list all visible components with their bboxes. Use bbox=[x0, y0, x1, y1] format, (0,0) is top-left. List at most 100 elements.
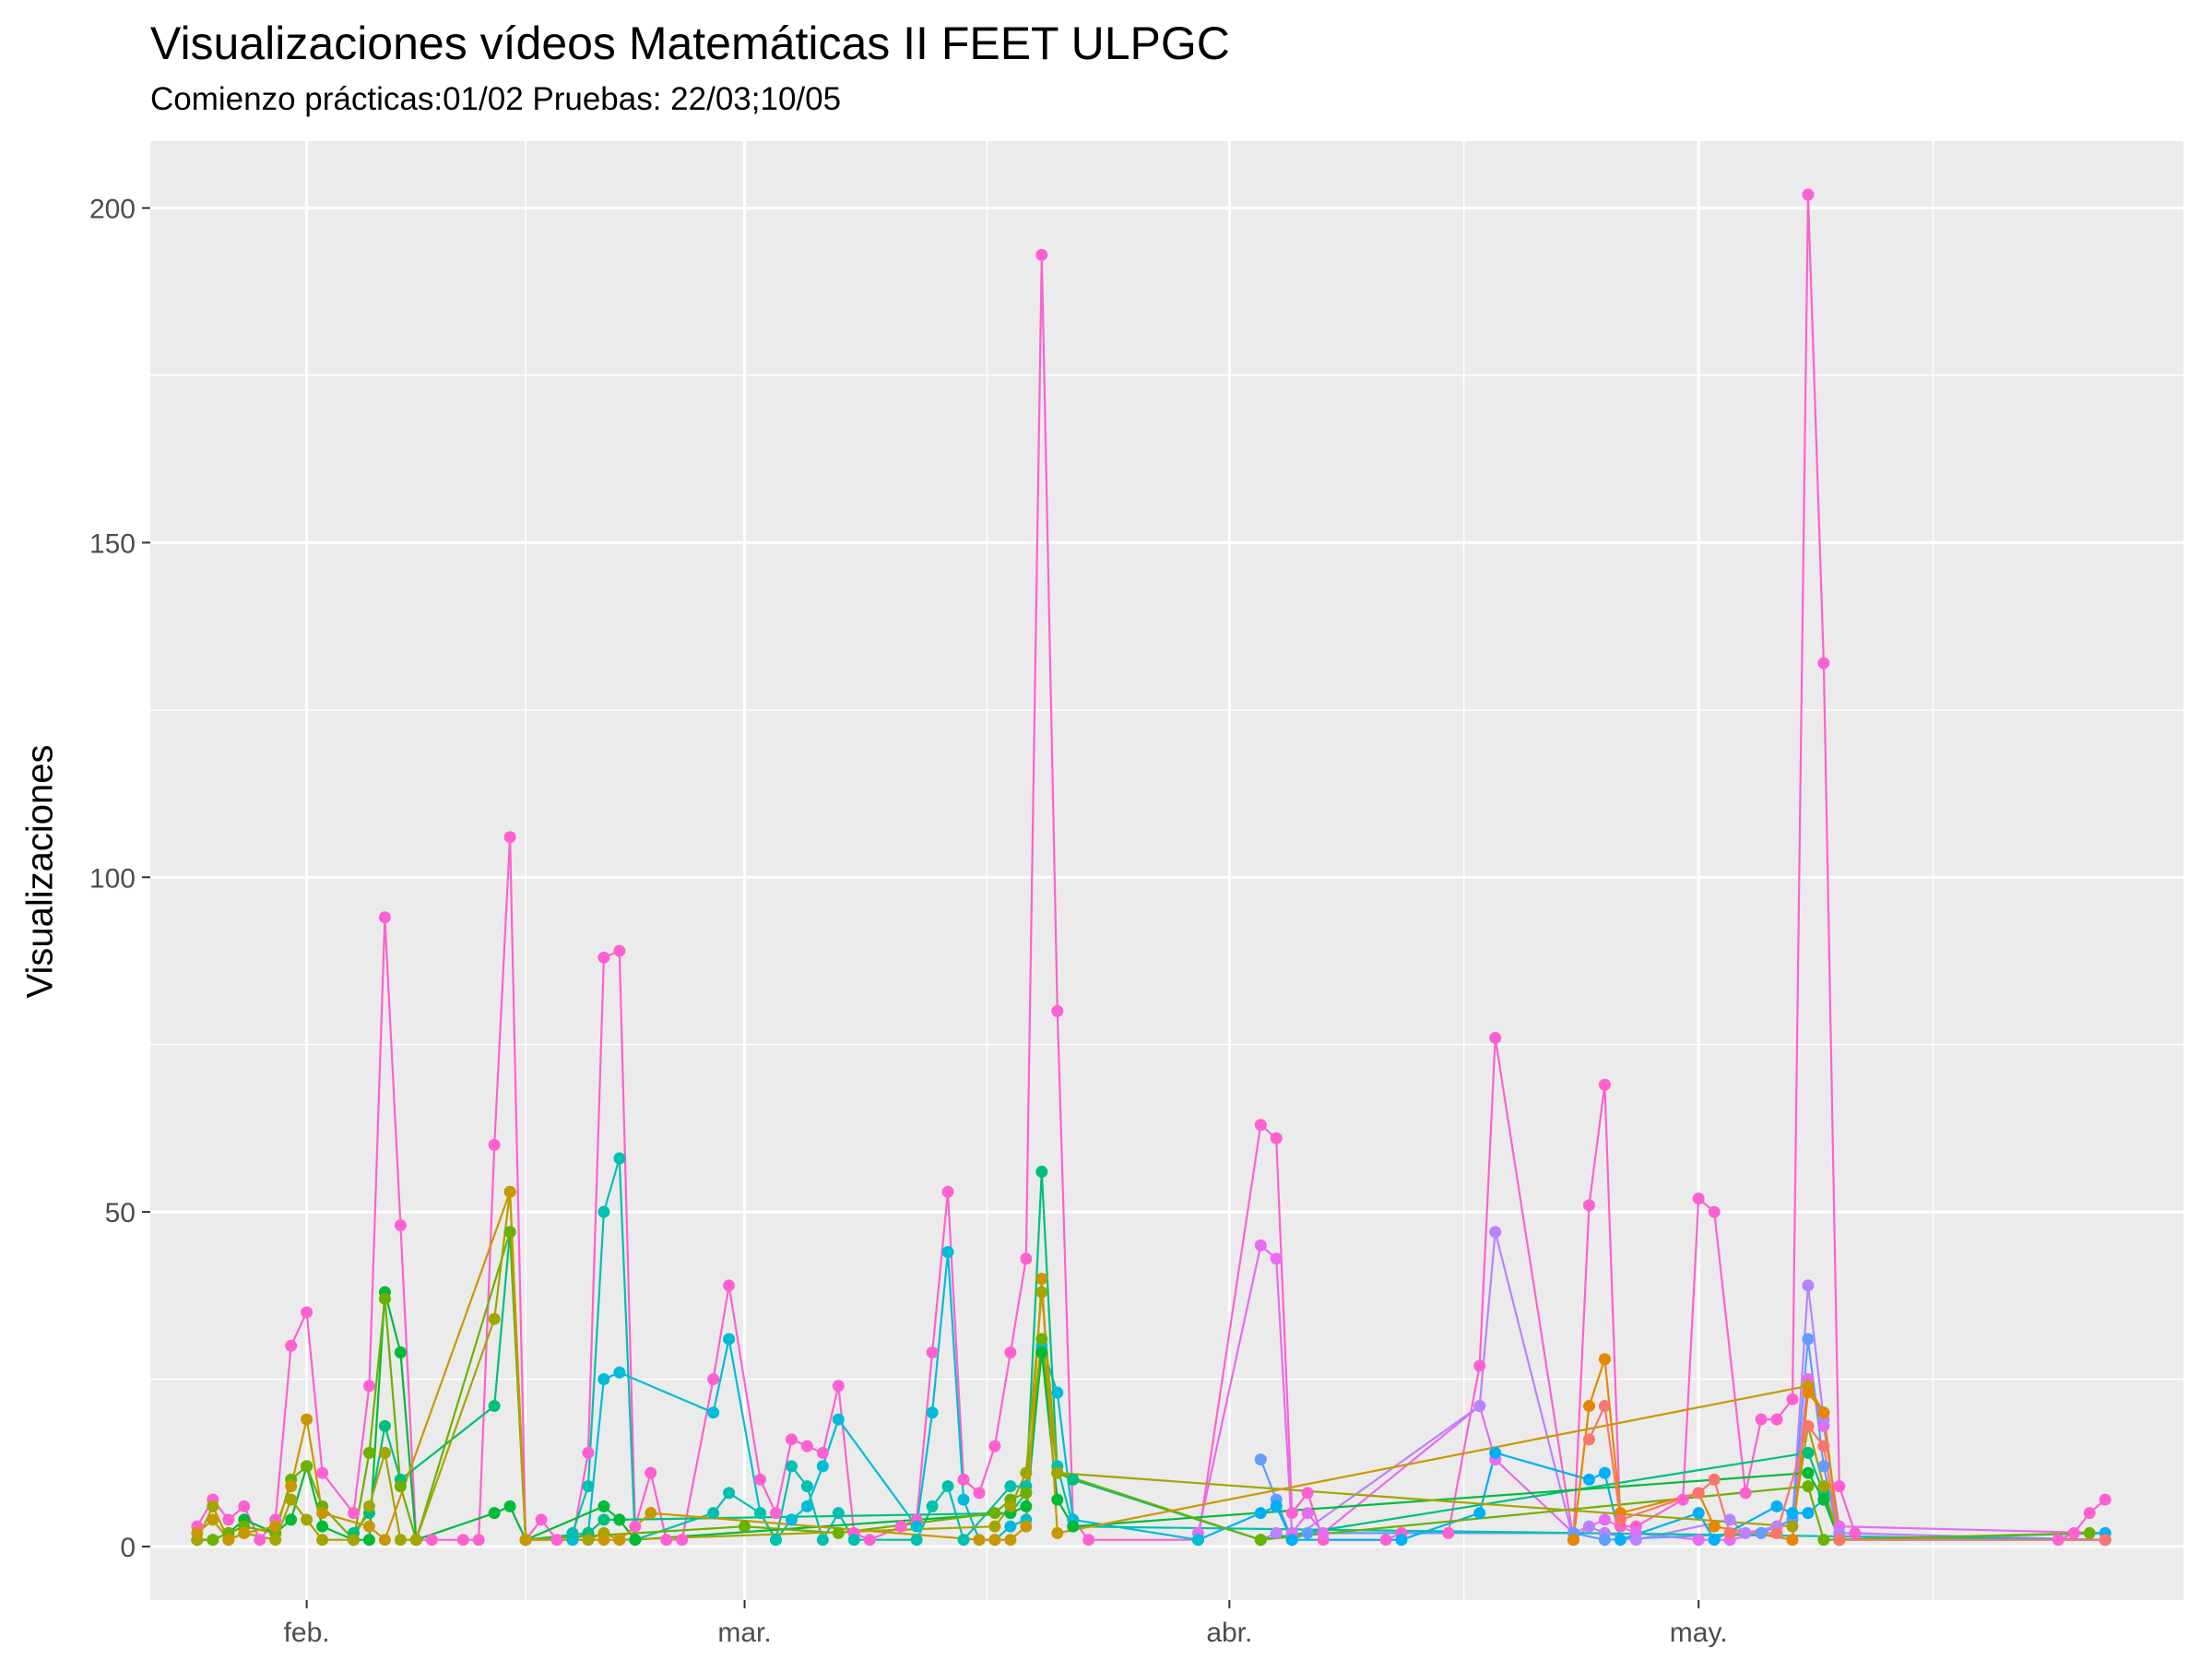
data-point bbox=[1817, 1534, 1830, 1547]
data-point bbox=[1191, 1534, 1204, 1547]
data-point bbox=[1473, 1507, 1486, 1520]
data-point bbox=[597, 1205, 610, 1218]
data-point bbox=[1582, 1433, 1595, 1446]
data-point bbox=[1395, 1534, 1408, 1547]
data-point bbox=[1004, 1480, 1017, 1493]
data-point bbox=[597, 1534, 610, 1547]
data-point bbox=[1035, 1286, 1048, 1298]
data-point bbox=[1582, 1473, 1595, 1486]
data-point bbox=[957, 1534, 970, 1547]
data-point bbox=[1035, 1333, 1048, 1346]
data-point bbox=[1817, 1460, 1830, 1473]
data-point bbox=[941, 1480, 954, 1493]
data-point bbox=[425, 1534, 438, 1547]
data-point bbox=[301, 1306, 313, 1319]
data-point bbox=[503, 831, 516, 844]
major-gridlines bbox=[150, 141, 2183, 1600]
data-point bbox=[613, 1152, 626, 1165]
data-point bbox=[816, 1534, 829, 1547]
data-point bbox=[1567, 1534, 1579, 1547]
chart-title: Visualizaciones vídeos Matemáticas II FE… bbox=[150, 18, 1230, 69]
data-point bbox=[910, 1520, 923, 1533]
series-layer bbox=[191, 188, 2111, 1547]
x-tick-label: mar. bbox=[717, 1618, 771, 1648]
data-point bbox=[254, 1534, 266, 1547]
data-point bbox=[1301, 1526, 1314, 1539]
data-point bbox=[941, 1246, 954, 1259]
data-point bbox=[285, 1480, 298, 1493]
data-point bbox=[597, 1373, 610, 1386]
data-point bbox=[207, 1500, 219, 1512]
data-point bbox=[378, 1419, 391, 1432]
data-point bbox=[394, 1219, 407, 1232]
y-tick-label: 200 bbox=[89, 195, 136, 225]
data-point bbox=[191, 1526, 204, 1539]
data-point bbox=[739, 1520, 751, 1533]
data-point bbox=[1817, 657, 1830, 670]
series-line bbox=[1572, 1358, 1840, 1541]
data-point bbox=[1786, 1507, 1799, 1520]
data-point bbox=[957, 1473, 970, 1486]
data-point bbox=[1786, 1393, 1799, 1405]
data-point bbox=[1582, 1400, 1595, 1413]
data-point bbox=[1598, 1353, 1611, 1366]
data-point bbox=[362, 1534, 375, 1547]
data-point bbox=[754, 1473, 766, 1486]
data-point bbox=[1786, 1520, 1799, 1533]
data-point bbox=[488, 1507, 501, 1520]
data-point bbox=[1708, 1534, 1721, 1547]
y-tick-label: 150 bbox=[89, 528, 136, 559]
data-point bbox=[1004, 1534, 1017, 1547]
data-point bbox=[988, 1440, 1001, 1452]
data-point bbox=[707, 1507, 720, 1520]
data-point bbox=[316, 1534, 329, 1547]
data-point bbox=[2052, 1534, 2064, 1547]
data-point bbox=[269, 1520, 282, 1533]
data-point bbox=[378, 1446, 391, 1459]
data-point bbox=[378, 1534, 391, 1547]
data-point bbox=[362, 1520, 375, 1533]
data-point bbox=[723, 1333, 736, 1346]
data-point bbox=[613, 1534, 626, 1547]
data-point bbox=[660, 1534, 673, 1547]
data-point bbox=[1051, 1526, 1064, 1539]
data-point bbox=[582, 1480, 595, 1493]
data-point bbox=[316, 1520, 329, 1533]
data-point bbox=[988, 1534, 1001, 1547]
data-point bbox=[1708, 1473, 1721, 1486]
data-point bbox=[894, 1520, 907, 1533]
data-point bbox=[1489, 1446, 1502, 1459]
data-point bbox=[1004, 1346, 1017, 1358]
data-point bbox=[1051, 1466, 1064, 1479]
data-point bbox=[285, 1339, 298, 1352]
data-point bbox=[409, 1534, 422, 1547]
data-point bbox=[2099, 1493, 2111, 1506]
data-point bbox=[301, 1513, 313, 1526]
data-point bbox=[597, 951, 610, 964]
data-point bbox=[832, 1380, 845, 1393]
data-point bbox=[832, 1526, 845, 1539]
data-point bbox=[1692, 1192, 1705, 1205]
data-point bbox=[348, 1507, 360, 1520]
data-point bbox=[707, 1406, 720, 1419]
data-point bbox=[1270, 1132, 1283, 1144]
data-point bbox=[394, 1346, 407, 1358]
data-point bbox=[1817, 1480, 1830, 1493]
x-tick-label: feb. bbox=[284, 1618, 330, 1648]
data-point bbox=[1723, 1526, 1736, 1539]
data-point bbox=[503, 1500, 516, 1512]
data-point bbox=[645, 1507, 657, 1520]
data-point bbox=[988, 1520, 1001, 1533]
data-point bbox=[1489, 1226, 1502, 1239]
data-point bbox=[488, 1139, 501, 1152]
data-point bbox=[1817, 1406, 1830, 1419]
data-point bbox=[348, 1534, 360, 1547]
data-point bbox=[988, 1507, 1001, 1520]
data-point bbox=[1067, 1473, 1080, 1486]
data-point bbox=[1833, 1480, 1846, 1493]
data-point bbox=[1802, 1333, 1815, 1346]
data-point bbox=[378, 1292, 391, 1305]
data-point bbox=[222, 1534, 235, 1547]
data-point bbox=[269, 1534, 282, 1547]
